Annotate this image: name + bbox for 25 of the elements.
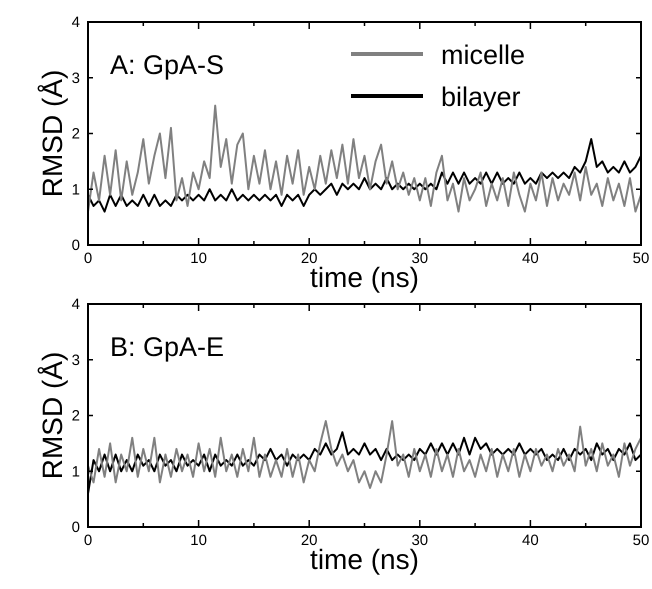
y-tick-label: 0 [72, 237, 80, 254]
y-tick-label: 3 [72, 70, 80, 87]
legend-label: micelle [441, 40, 526, 70]
y-tick-label: 4 [72, 14, 80, 31]
x-tick-label: 0 [84, 250, 92, 267]
legend-label: bilayer [441, 82, 521, 112]
x-tick-label: 10 [190, 532, 207, 549]
y-tick-label: 1 [72, 463, 80, 480]
y-tick-label: 3 [72, 352, 80, 369]
x-tick-label: 40 [522, 532, 539, 549]
y-tick-label: 0 [72, 519, 80, 536]
x-tick-label: 50 [632, 250, 650, 267]
y-axis-title: RMSD (Å) [37, 70, 68, 198]
y-tick-label: 1 [72, 181, 80, 198]
x-tick-label: 0 [84, 532, 92, 549]
annotation: B: GpA-E [110, 332, 224, 362]
y-tick-label: 2 [72, 408, 80, 424]
y-tick-label: 4 [72, 296, 80, 313]
x-tick-label: 10 [190, 250, 207, 267]
annotation: A: GpA-S [110, 50, 224, 80]
y-tick-label: 2 [72, 126, 80, 142]
line-series [88, 420, 641, 489]
x-tick-label: 40 [522, 250, 539, 267]
x-tick-label: 50 [632, 532, 650, 549]
y-axis-title: RMSD (Å) [37, 352, 68, 480]
